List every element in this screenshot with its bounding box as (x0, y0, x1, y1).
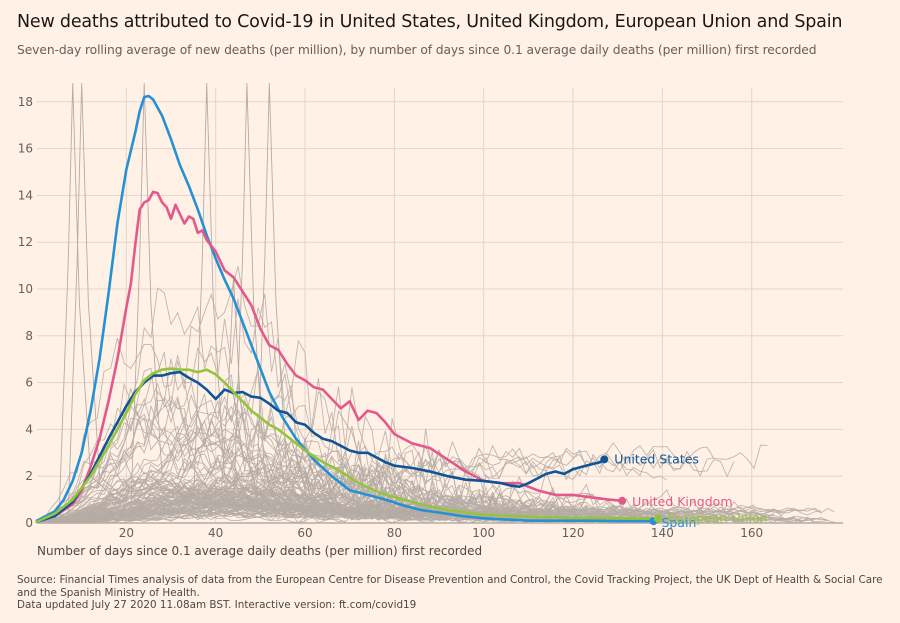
x-axis-ticks: 20 40 60 80 100 120 140 160 (119, 526, 763, 540)
y-tick-label: 12 (18, 235, 33, 249)
series-label-european-union: European Union (668, 511, 768, 526)
other-country-line (36, 474, 822, 523)
series-line-european-union (35, 367, 660, 524)
series-label-united-kingdom: United Kingdom (632, 494, 732, 509)
source-text: Source: Financial Times analysis of data… (17, 574, 883, 599)
x-tick-label: 140 (651, 526, 674, 540)
x-tick-label: 100 (472, 526, 495, 540)
other-country-line (37, 484, 614, 524)
other-country-line (36, 460, 668, 524)
y-tick-label: 10 (18, 282, 33, 296)
y-tick-label: 14 (18, 188, 33, 202)
other-country-line (36, 448, 466, 524)
series-line-united-kingdom (35, 190, 624, 524)
other-country-line (36, 374, 313, 524)
updated-text: Data updated July 27 2020 11.08am BST. I… (17, 599, 417, 611)
y-tick-label: 0 (25, 516, 33, 530)
series-end-marker-united-kingdom (618, 496, 627, 505)
series-line-united-states (35, 370, 606, 524)
chart-subtitle: Seven-day rolling average of new deaths … (17, 43, 817, 57)
other-country-line (37, 494, 373, 524)
x-tick-label: 80 (387, 526, 402, 540)
y-axis-ticks: 0 2 4 6 8 10 12 14 16 18 (18, 95, 33, 530)
series-label-spain: Spain (661, 515, 696, 530)
y-tick-label: 8 (25, 329, 33, 343)
x-tick-label: 120 (562, 526, 585, 540)
other-country-line (37, 501, 420, 524)
x-tick-label: 40 (208, 526, 223, 540)
other-country-line (67, 83, 127, 512)
other-country-line (255, 83, 315, 512)
y-tick-label: 16 (18, 142, 33, 156)
y-tick-label: 2 (25, 469, 33, 483)
highlighted-series (35, 94, 660, 524)
series-end-marker-european-union (653, 514, 662, 523)
x-tick-label: 20 (119, 526, 134, 540)
other-country-line (219, 277, 279, 512)
other-country-line (58, 83, 118, 512)
y-tick-label: 6 (25, 376, 33, 390)
other-country-line (37, 510, 802, 524)
other-country-line (36, 436, 513, 524)
other-country-line (36, 488, 641, 524)
x-tick-label: 60 (297, 526, 312, 540)
series-end-marker-united-states (600, 455, 609, 464)
other-country-line (192, 83, 252, 512)
other-country-line (37, 478, 346, 524)
other-country-line (233, 83, 292, 512)
x-axis-title: Number of days since 0.1 average daily d… (37, 544, 483, 558)
chart-title: New deaths attributed to Covid-19 in Uni… (17, 12, 843, 32)
other-country-line (36, 490, 634, 524)
other-country-line (130, 83, 190, 512)
y-tick-label: 4 (25, 422, 33, 436)
other-country-line (37, 456, 312, 524)
series-label-united-states: United States (614, 451, 699, 466)
y-tick-label: 18 (18, 95, 33, 109)
source-note: Source: Financial Times analysis of data… (17, 574, 887, 612)
series-line-spain (35, 94, 655, 523)
series-end-labels: Spain United Kingdom United States European… (600, 451, 768, 530)
x-tick-label: 160 (740, 526, 763, 540)
